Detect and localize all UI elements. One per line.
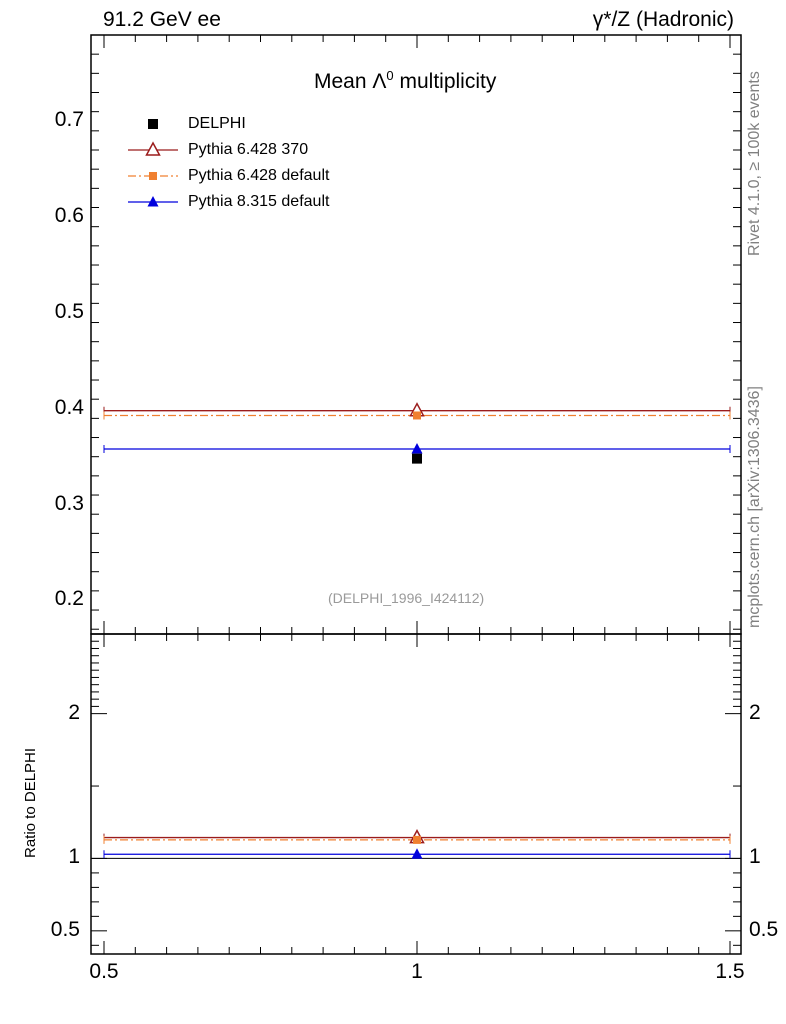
legend-symbol-data (148, 119, 158, 129)
y-tick-label-1: 0.3 (54, 491, 84, 515)
legend-symbol-1 (149, 172, 157, 180)
source-label: mcplots.cern.ch [arXiv:1306.3436] (746, 386, 763, 628)
legend-label-series-0: Pythia 6.428 370 (188, 141, 309, 158)
ratio-y-tick-label-right-2: 2 (749, 700, 761, 724)
ratio-y-tick-label-right-0: 0.5 (749, 917, 779, 941)
y-tick-label-5: 0.7 (54, 108, 84, 132)
legend-label-data: DELPHI (188, 115, 246, 132)
y-tick-label-3: 0.5 (54, 299, 84, 323)
x-tick-label-2: 1.5 (715, 960, 745, 983)
ratio-y-tick-label-left-0: 0.5 (50, 917, 80, 941)
y-tick-label-4: 0.6 (54, 204, 84, 228)
y-tick-label-2: 0.4 (54, 395, 84, 419)
energy-label: 91.2 GeV ee (103, 8, 221, 31)
x-tick-label-0: 0.5 (89, 960, 119, 983)
reference-tag: (DELPHI_1996_I424112) (328, 590, 485, 606)
ratio-frame (90, 633, 742, 955)
plot-title-main: Mean Λ (314, 70, 387, 93)
series-marker-1 (413, 411, 421, 420)
x-tick-label-1: 1 (411, 960, 423, 983)
plot-title: Mean Λ0 multiplicity (314, 68, 496, 94)
y-tick-label-0: 0.2 (54, 587, 84, 611)
legend-symbol-2 (147, 196, 159, 207)
ratio-y-tick-label-right-1: 1 (749, 845, 761, 869)
ratio-series-marker-1 (413, 835, 421, 844)
plot-title-sup: 0 (386, 68, 394, 83)
plot-title-suffix: multiplicity (393, 70, 497, 93)
series-marker-2 (411, 443, 423, 454)
rivet-label: Rivet 4.1.0, ≥ 100k events (746, 71, 763, 256)
ratio-ylabel: Ratio to DELPHI (22, 747, 39, 858)
legend-label-series-1: Pythia 6.428 default (188, 167, 330, 184)
legend-label-series-2: Pythia 8.315 default (188, 193, 330, 210)
ratio-y-tick-label-left-2: 2 (68, 700, 80, 724)
ratio-y-tick-label-left-1: 1 (68, 845, 80, 869)
data-point (412, 453, 422, 464)
ratio-series-marker-2 (411, 848, 423, 859)
legend-symbol-0 (145, 141, 161, 156)
process-label: γ*/Z (Hadronic) (592, 8, 734, 31)
